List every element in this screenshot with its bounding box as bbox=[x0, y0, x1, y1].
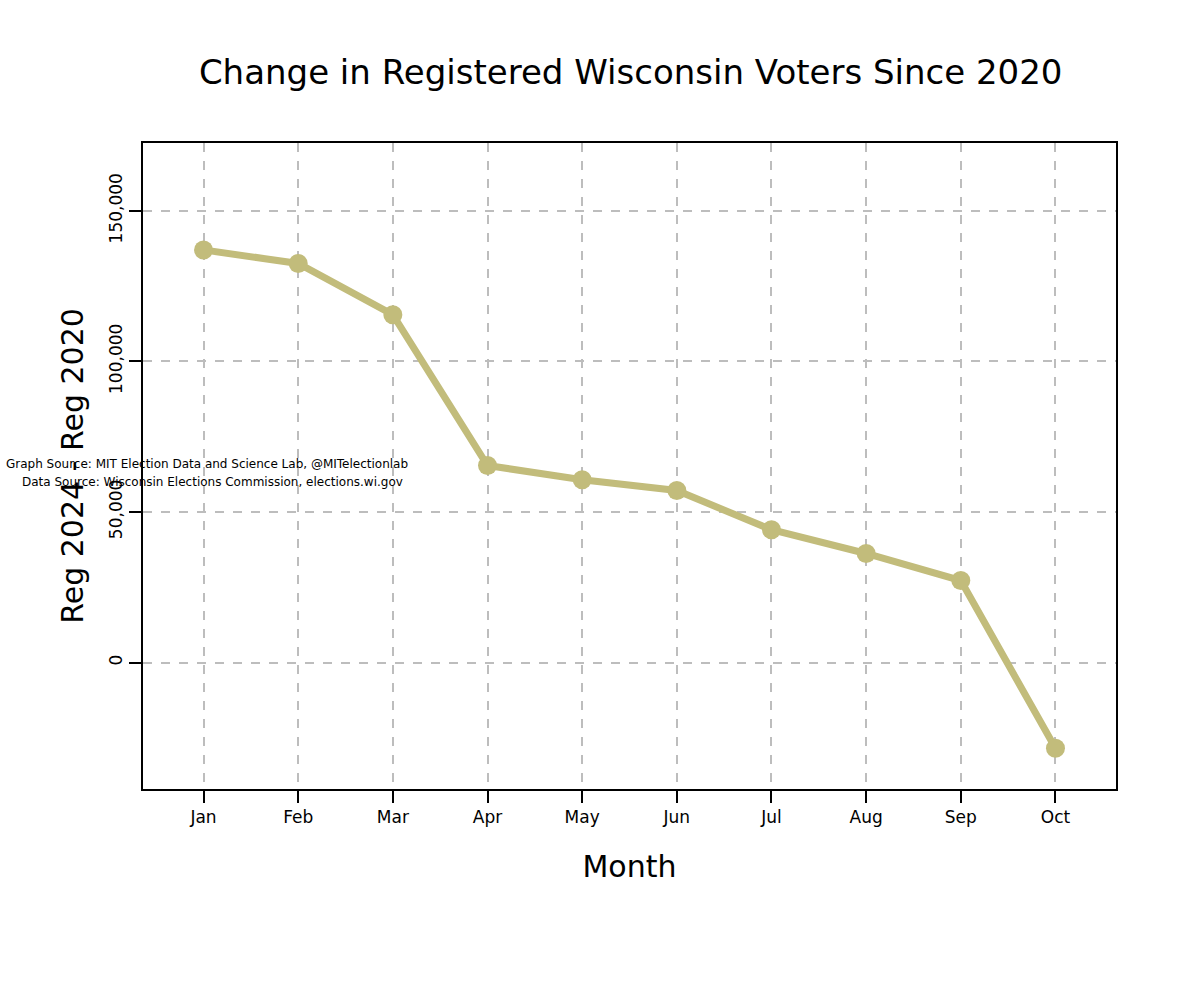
svg-text:Jun: Jun bbox=[663, 807, 691, 827]
svg-text:Data Source: Wisconsin Electio: Data Source: Wisconsin Elections Commiss… bbox=[22, 475, 403, 489]
svg-text:May: May bbox=[565, 807, 600, 827]
svg-text:100,000: 100,000 bbox=[106, 324, 126, 394]
svg-text:Graph Source: MIT Election Dat: Graph Source: MIT Election Data and Scie… bbox=[6, 457, 408, 471]
svg-text:Sep: Sep bbox=[945, 807, 977, 827]
svg-text:Change in Registered Wisconsin: Change in Registered Wisconsin Voters Si… bbox=[199, 52, 1063, 92]
svg-text:Reg 2024 - Reg 2020: Reg 2024 - Reg 2020 bbox=[55, 308, 90, 624]
svg-text:150,000: 150,000 bbox=[106, 173, 126, 243]
svg-text:Oct: Oct bbox=[1041, 807, 1071, 827]
svg-text:Apr: Apr bbox=[473, 807, 502, 827]
svg-text:Jan: Jan bbox=[189, 807, 216, 827]
svg-text:Feb: Feb bbox=[283, 807, 313, 827]
svg-text:0: 0 bbox=[106, 655, 126, 666]
svg-text:Jul: Jul bbox=[760, 807, 782, 827]
svg-text:50,000: 50,000 bbox=[106, 480, 126, 539]
svg-text:Mar: Mar bbox=[377, 807, 409, 827]
svg-text:Month: Month bbox=[582, 849, 676, 884]
svg-text:Aug: Aug bbox=[850, 807, 883, 827]
